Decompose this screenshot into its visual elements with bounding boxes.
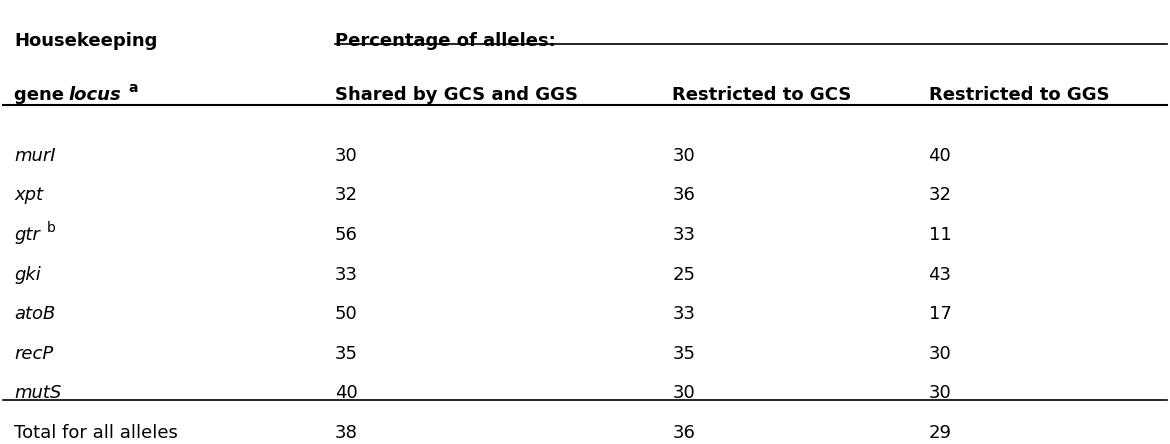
Text: 11: 11 (929, 226, 951, 244)
Text: 33: 33 (673, 226, 695, 244)
Text: Restricted to GGS: Restricted to GGS (929, 86, 1109, 104)
Text: 30: 30 (335, 147, 357, 165)
Text: Percentage of alleles:: Percentage of alleles: (335, 32, 556, 50)
Text: Shared by GCS and GGS: Shared by GCS and GGS (335, 86, 578, 104)
Text: 30: 30 (929, 385, 951, 402)
Text: 33: 33 (673, 305, 695, 323)
Text: 36: 36 (673, 424, 695, 442)
Text: b: b (47, 221, 56, 235)
Text: 38: 38 (335, 424, 358, 442)
Text: 30: 30 (673, 147, 695, 165)
Text: 35: 35 (335, 345, 358, 363)
Text: 32: 32 (929, 186, 951, 204)
Text: Total for all alleles: Total for all alleles (14, 424, 178, 442)
Text: 40: 40 (335, 385, 357, 402)
Text: 40: 40 (929, 147, 951, 165)
Text: 43: 43 (929, 266, 951, 284)
Text: xpt: xpt (14, 186, 43, 204)
Text: gene: gene (14, 86, 70, 104)
Text: Restricted to GCS: Restricted to GCS (673, 86, 852, 104)
Text: 35: 35 (673, 345, 695, 363)
Text: 30: 30 (673, 385, 695, 402)
Text: 36: 36 (673, 186, 695, 204)
Text: 29: 29 (929, 424, 951, 442)
Text: 17: 17 (929, 305, 951, 323)
Text: 56: 56 (335, 226, 358, 244)
Text: 33: 33 (335, 266, 358, 284)
Text: 25: 25 (673, 266, 695, 284)
Text: 50: 50 (335, 305, 357, 323)
Text: locus: locus (68, 86, 121, 104)
Text: recP: recP (14, 345, 54, 363)
Text: a: a (129, 81, 138, 95)
Text: 30: 30 (929, 345, 951, 363)
Text: 32: 32 (335, 186, 358, 204)
Text: Housekeeping: Housekeeping (14, 32, 158, 50)
Text: murI: murI (14, 147, 56, 165)
Text: atoB: atoB (14, 305, 56, 323)
Text: gki: gki (14, 266, 41, 284)
Text: mutS: mutS (14, 385, 62, 402)
Text: gtr: gtr (14, 226, 40, 244)
